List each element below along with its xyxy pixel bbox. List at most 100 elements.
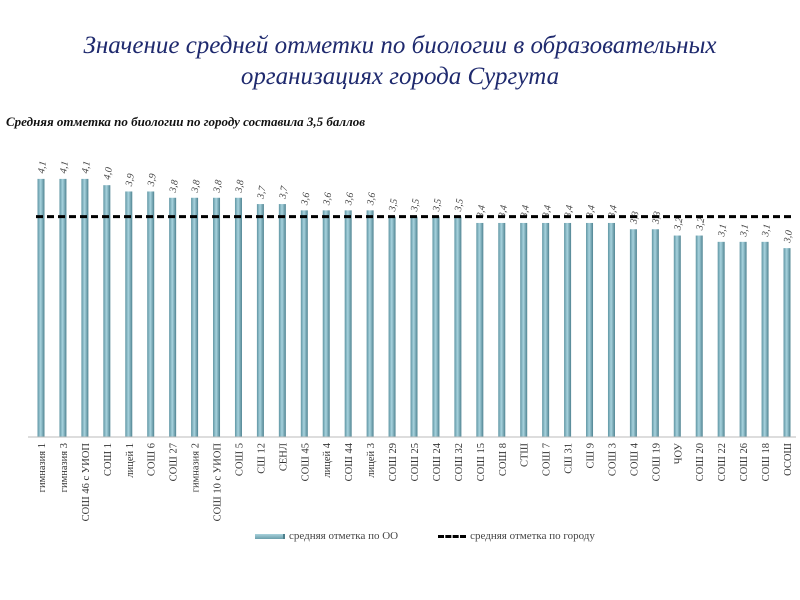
x-tick-label: СОШ 19 <box>651 443 662 481</box>
data-label: 3,6 <box>299 192 312 207</box>
x-tick-label: СШ 31 <box>564 443 575 474</box>
legend-bar-swatch <box>255 533 285 539</box>
bar <box>783 248 791 437</box>
legend-item-city: средняя отметка по городу <box>438 530 595 542</box>
data-label: 3,1 <box>760 223 773 238</box>
bar <box>388 216 396 437</box>
data-label: 3,9 <box>124 173 137 188</box>
x-tick-label: СОШ 10 с УИОП <box>213 443 224 522</box>
bar <box>476 222 484 437</box>
data-label: 3,5 <box>431 198 444 213</box>
data-label: 3,8 <box>168 179 181 194</box>
legend: средняя отметка по ОО средняя отметка по… <box>255 530 595 542</box>
data-label: 3,8 <box>211 179 224 194</box>
chart-subtitle: Средняя отметка по биологии по городу со… <box>6 114 366 129</box>
bar <box>739 241 747 437</box>
x-tick-label: гимназия 2 <box>191 443 202 492</box>
data-label: 3,2 <box>694 217 707 232</box>
bar <box>432 216 440 437</box>
x-tick-label: СОШ 32 <box>454 443 465 481</box>
legend-label-city: средняя отметка по городу <box>470 530 595 542</box>
bar <box>695 235 703 437</box>
bar <box>59 178 67 438</box>
data-label: 3,2 <box>672 217 685 232</box>
bar <box>213 197 221 437</box>
x-tick-label: СОШ 15 <box>476 443 487 481</box>
data-label: 3,6 <box>343 192 356 207</box>
bar <box>322 210 330 437</box>
legend-item-school: средняя отметка по ОО <box>255 530 398 542</box>
bar <box>520 222 528 437</box>
bar <box>607 222 615 437</box>
data-label: 3,7 <box>255 184 268 200</box>
data-label: 4,1 <box>36 160 49 174</box>
x-tick-label: СОШ 22 <box>717 443 728 481</box>
bar <box>169 197 177 437</box>
bar <box>586 222 594 437</box>
x-tick-label: СОШ 44 <box>344 442 355 481</box>
x-tick-label: СОШ 18 <box>761 443 772 481</box>
bar <box>410 216 418 437</box>
bar <box>125 191 133 437</box>
data-label: 3,8 <box>190 179 203 194</box>
x-tick-label: СОШ 29 <box>388 443 399 481</box>
x-tick-label: ОСОШ <box>783 443 794 476</box>
bar <box>300 210 308 437</box>
x-tick-label: ЧОУ <box>673 442 684 464</box>
x-tick-label: гимназия 3 <box>59 443 70 492</box>
bar <box>673 235 681 437</box>
bar <box>256 204 264 437</box>
data-label: 3,5 <box>387 198 400 213</box>
data-label: 4,0 <box>102 166 115 180</box>
bar <box>344 210 352 437</box>
bar <box>234 197 242 437</box>
x-tick-label: СОШ 8 <box>498 443 509 476</box>
legend-label-school: средняя отметка по ОО <box>289 530 399 542</box>
bar <box>278 204 286 437</box>
bar <box>498 222 506 437</box>
legend-line-swatch <box>438 534 467 538</box>
x-tick-label: СОШ 24 <box>432 442 443 481</box>
x-tick-label: СОШ 7 <box>542 443 553 476</box>
x-tick-label: СОШ 5 <box>234 443 245 476</box>
data-label: 3,6 <box>321 192 334 207</box>
data-label: 3,1 <box>716 223 729 238</box>
data-label: 3,0 <box>782 229 795 244</box>
data-label: 3,8 <box>233 179 246 194</box>
bar <box>717 241 725 437</box>
bar <box>103 185 111 437</box>
bar <box>542 222 550 437</box>
data-label: 3,6 <box>365 192 378 207</box>
x-tick-label: СШ 9 <box>586 443 597 468</box>
bar <box>81 178 89 438</box>
x-tick-label: СОШ 27 <box>169 443 180 481</box>
x-tick-label: СШ 12 <box>256 443 267 474</box>
x-tick-label: СОШ 4 <box>629 442 640 476</box>
x-tick-label: лицей 1 <box>125 443 136 478</box>
x-tick-label: СЕНЛ <box>278 443 289 471</box>
bar <box>454 216 462 437</box>
bar <box>37 178 45 438</box>
chart-title: Значение средней отметки по биологии в о… <box>0 30 800 92</box>
data-label: 3,5 <box>453 198 466 213</box>
bar <box>629 229 637 437</box>
x-tick-label: СОШ 25 <box>410 443 421 481</box>
data-label: 4,1 <box>58 160 71 174</box>
data-label: 3,9 <box>146 173 159 188</box>
bar <box>651 229 659 437</box>
x-tick-label: гимназия 1 <box>37 443 48 492</box>
title-line-2: организациях города Сургута <box>240 63 560 90</box>
x-tick-label: лицей 4 <box>322 442 333 477</box>
data-label: 4,1 <box>80 160 93 174</box>
title-line-1: Значение средней отметки по биологии в о… <box>83 32 717 59</box>
bar <box>366 210 374 437</box>
data-label: 3,1 <box>738 223 751 238</box>
data-label: 3,7 <box>277 184 290 200</box>
x-tick-label: СОШ 6 <box>147 443 158 476</box>
x-tick-label: СОШ 1 <box>103 443 114 476</box>
x-tick-label: СОШ 46 с УИОП <box>81 443 92 522</box>
x-tick-label: СТШ <box>520 443 531 467</box>
bar <box>191 197 199 437</box>
x-tick-label: лицей 3 <box>366 443 377 478</box>
